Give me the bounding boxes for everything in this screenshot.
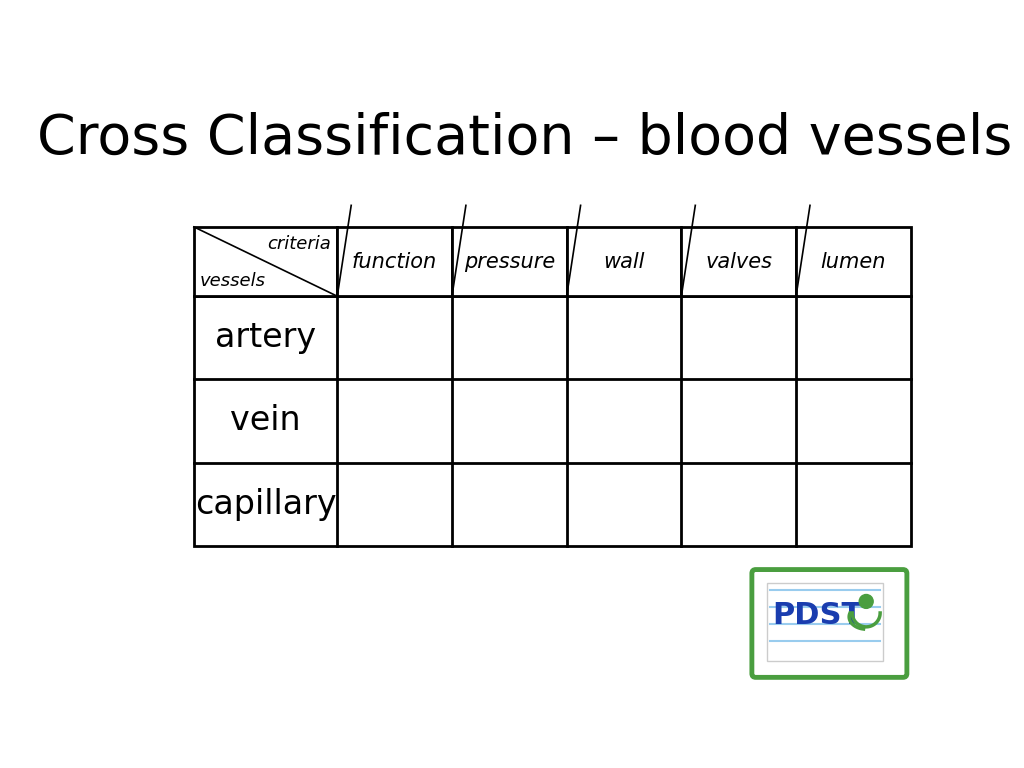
Text: vessels: vessels (200, 272, 266, 290)
Text: Cross Classification – blood vessels: Cross Classification – blood vessels (37, 111, 1013, 165)
Bar (767, 583, 883, 661)
Bar (566, 227, 681, 296)
Circle shape (859, 594, 873, 608)
Bar (452, 227, 566, 296)
Text: function: function (352, 252, 437, 272)
Bar (194, 296, 910, 546)
Bar (337, 227, 452, 296)
Text: artery: artery (215, 321, 316, 354)
FancyBboxPatch shape (752, 570, 907, 677)
Text: valves: valves (706, 252, 772, 272)
Bar (796, 227, 910, 296)
Text: PDST: PDST (772, 601, 862, 630)
Bar (194, 227, 337, 296)
Text: criteria: criteria (267, 234, 331, 253)
Text: lumen: lumen (820, 252, 886, 272)
Text: vein: vein (230, 405, 301, 438)
Text: wall: wall (603, 252, 645, 272)
Text: capillary: capillary (195, 488, 336, 521)
Text: pressure: pressure (464, 252, 555, 272)
Bar (681, 227, 796, 296)
